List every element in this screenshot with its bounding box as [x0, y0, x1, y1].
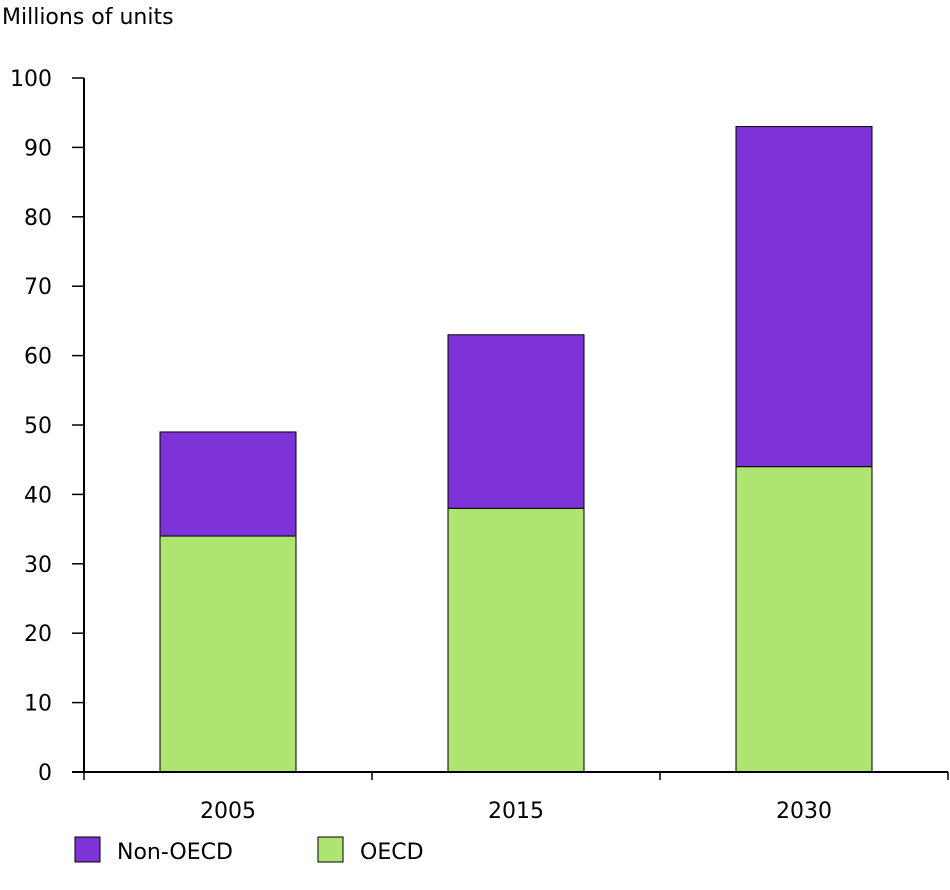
x-tick-label: 2030: [776, 799, 832, 824]
y-tick-label: 10: [24, 692, 52, 717]
y-axis-title: Millions of units: [2, 5, 174, 30]
bar-segment-oecd-2005: [159, 535, 297, 773]
y-axis-ticks: 0 10 20 30 40 50 60 70 80 90 100: [10, 67, 84, 786]
y-tick-label: 30: [24, 553, 52, 578]
y-tick-label: 50: [24, 414, 52, 439]
legend-swatch-non-oecd: [74, 836, 101, 863]
x-tick-label: 2005: [200, 799, 256, 824]
bars: [159, 126, 873, 773]
bar-segment-non-oecd-2030: [735, 126, 873, 468]
bar-segment-oecd-2015: [447, 507, 585, 773]
bar-segment-non-oecd-2015: [447, 334, 585, 509]
y-tick-label: 60: [24, 345, 52, 370]
legend: Non-OECD OECD: [74, 836, 424, 865]
y-tick-label: 40: [24, 483, 52, 508]
x-axis-ticks: 2005 2015 2030: [83, 772, 949, 824]
legend-label-non-oecd: Non-OECD: [117, 840, 233, 865]
x-tick-label: 2015: [488, 799, 544, 824]
legend-label-oecd: OECD: [360, 840, 424, 865]
y-tick-label: 20: [24, 622, 52, 647]
bar-segment-non-oecd-2005: [159, 431, 297, 537]
bar-segment-oecd-2030: [735, 466, 873, 773]
y-tick-label: 0: [38, 761, 52, 786]
legend-swatch-oecd: [317, 836, 344, 863]
y-tick-label: 90: [24, 136, 52, 161]
y-tick-label: 80: [24, 206, 52, 231]
axes: [72, 78, 948, 773]
y-tick-label: 70: [24, 275, 52, 300]
y-tick-label: 100: [10, 67, 52, 92]
